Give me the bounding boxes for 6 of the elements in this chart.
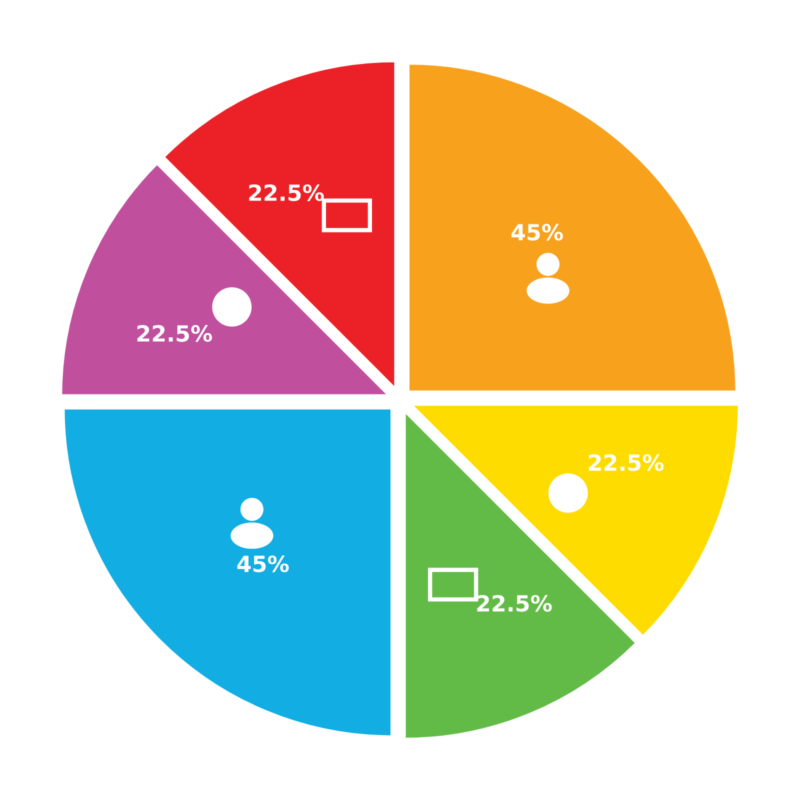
data-label: 22.5% [249, 184, 324, 202]
data-label: 22.5% [477, 594, 552, 612]
data-label: 45% [511, 224, 563, 241]
data-label: 45% [237, 555, 289, 572]
data-label: 22.5% [589, 454, 664, 472]
data-label: 22.5% [137, 325, 212, 342]
